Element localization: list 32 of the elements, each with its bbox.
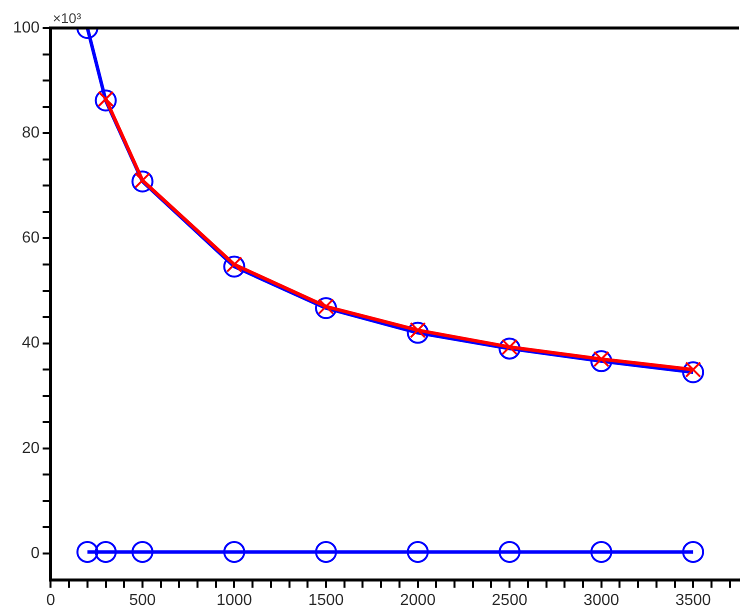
text: ×10³ xyxy=(52,10,82,26)
point xyxy=(131,170,154,192)
x-tick-label: 2000 xyxy=(400,592,436,609)
point xyxy=(682,540,704,563)
point xyxy=(94,90,117,112)
point xyxy=(590,540,612,563)
point xyxy=(406,322,429,344)
y-tick-label: 40 xyxy=(22,334,40,352)
x-tick-label: 500 xyxy=(129,592,156,609)
x-tick-label: 0 xyxy=(46,592,56,609)
x-tick-label: 1500 xyxy=(308,592,344,609)
point xyxy=(406,540,429,563)
point xyxy=(223,256,246,278)
point xyxy=(131,540,154,563)
x-tick-label: 1000 xyxy=(216,592,252,609)
point xyxy=(315,540,338,563)
point xyxy=(498,338,521,360)
point xyxy=(315,297,338,320)
x-tick-label: 3500 xyxy=(675,592,712,609)
y-tick-label: 100 xyxy=(12,19,40,36)
x-tick-label: 3000 xyxy=(584,592,620,609)
point xyxy=(94,540,117,563)
point xyxy=(76,540,98,563)
point xyxy=(682,361,704,384)
point xyxy=(498,540,521,563)
y-tick-label: 0 xyxy=(30,544,40,562)
point xyxy=(590,350,612,372)
x-tick-label: 2500 xyxy=(492,592,528,609)
y-tick-label: 60 xyxy=(22,230,40,247)
y-tick-label: 20 xyxy=(22,440,40,457)
point xyxy=(223,540,246,563)
y-tick-label: 80 xyxy=(22,124,40,142)
